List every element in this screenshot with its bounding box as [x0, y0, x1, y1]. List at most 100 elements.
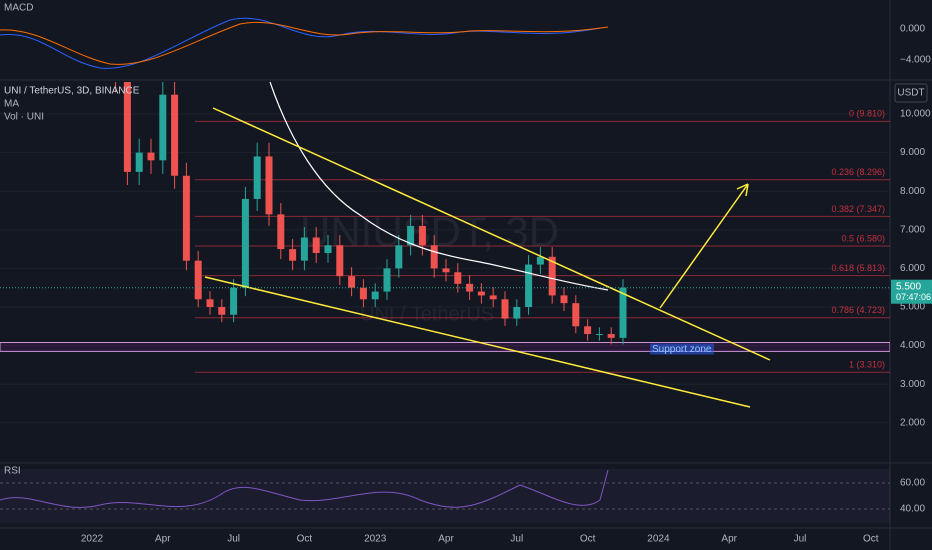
- candle: [253, 156, 261, 199]
- candle: [289, 249, 297, 261]
- candle: [395, 245, 403, 269]
- x-tick-label: Oct: [580, 534, 596, 545]
- currency[interactable]: USDT: [897, 88, 924, 99]
- candle: [430, 245, 438, 269]
- candle: [277, 214, 285, 250]
- candle: [147, 152, 155, 161]
- x-tick-label: Jul: [510, 534, 523, 545]
- candle: [171, 94, 179, 176]
- y-tick-label: 3.000: [900, 379, 925, 390]
- rsi-band: [0, 469, 890, 523]
- x-tick-label: Apr: [438, 534, 454, 545]
- candle: [241, 198, 249, 288]
- signal-line: [0, 21, 609, 65]
- candle: [525, 264, 533, 307]
- price-plot: [0, 82, 890, 424]
- candle: [206, 299, 214, 307]
- x-tick-label: Apr: [155, 534, 171, 545]
- candle: [560, 295, 568, 304]
- ma-line: [269, 81, 609, 291]
- macd-tick-label: 0.000: [900, 24, 925, 35]
- trend-line-lower: [204, 276, 751, 408]
- candle: [595, 334, 603, 336]
- candle: [501, 299, 509, 319]
- candle: [407, 225, 415, 246]
- candle: [584, 326, 592, 335]
- fib-label: 0.786 (4.723): [831, 305, 885, 315]
- y-tick-label: 6.000: [900, 263, 925, 274]
- countdown: 07:47:06: [896, 292, 931, 302]
- y-tick-label: 2.000: [900, 417, 925, 428]
- y-tick-label: 5.000: [900, 302, 925, 313]
- trend-line-upper: [212, 107, 771, 361]
- fib-label: 1 (3.310): [849, 360, 885, 370]
- y-tick-label: 7.000: [900, 224, 925, 235]
- support-label-bg: [650, 343, 714, 355]
- candle: [359, 287, 367, 300]
- fib-label: 0 (9.810): [849, 109, 885, 119]
- candle: [218, 307, 226, 315]
- candle: [371, 291, 379, 300]
- candle: [159, 94, 167, 161]
- candle: [300, 237, 308, 261]
- candle: [123, 82, 131, 172]
- rsi-line: [0, 469, 609, 508]
- x-tick-label: Jul: [227, 534, 240, 545]
- fib-label: 0.5 (6.580): [841, 233, 885, 243]
- candle: [230, 287, 238, 315]
- support-label: Support zone: [652, 344, 712, 355]
- candle: [548, 256, 556, 296]
- projection-arrow: [659, 183, 749, 309]
- symbol-title: UNI / TetherUS, 3D, BINANCE: [4, 86, 140, 97]
- candle: [619, 287, 627, 338]
- candle: [418, 225, 426, 246]
- candle: [348, 276, 356, 288]
- candle: [466, 283, 474, 292]
- fib-label: 0.618 (5.813): [831, 263, 885, 273]
- candle: [135, 152, 143, 172]
- candle: [513, 307, 521, 319]
- candle: [265, 156, 273, 215]
- candle: [194, 260, 202, 300]
- macd-label: MACD: [4, 3, 33, 14]
- candle: [383, 268, 391, 292]
- fib-label: 0.236 (8.296): [831, 167, 885, 177]
- candle: [477, 291, 485, 296]
- volume-label: Vol · UNI: [4, 112, 44, 123]
- candle: [489, 295, 497, 300]
- rsi-label: RSI: [4, 466, 21, 477]
- macd-tick-label: −4.000: [900, 55, 931, 66]
- candle: [454, 272, 462, 284]
- candle: [312, 237, 320, 253]
- ma-label: MA: [4, 99, 19, 110]
- x-tick-label: 2022: [81, 534, 104, 545]
- currency-box[interactable]: [894, 83, 928, 103]
- last-price: 5.500: [896, 281, 921, 292]
- y-tick-label: 4.000: [900, 340, 925, 351]
- candle: [324, 245, 332, 253]
- last-price-box: [891, 279, 932, 304]
- y-tick-label: 8.000: [900, 186, 925, 197]
- x-tick-label: 2023: [364, 534, 387, 545]
- candle: [572, 303, 580, 327]
- candle: [336, 245, 344, 277]
- x-tick-label: Oct: [863, 534, 879, 545]
- x-tick-label: 2024: [647, 534, 670, 545]
- arrow-head: [736, 183, 749, 197]
- candle: [182, 175, 190, 261]
- y-tick-label: 10.000: [900, 109, 931, 120]
- x-tick-label: Oct: [297, 534, 313, 545]
- y-tick-label: 9.000: [900, 147, 925, 158]
- watermark-sub: UNI / TetherUS: [360, 303, 494, 325]
- rsi-tick-label: 60.00: [900, 478, 925, 489]
- candle: [607, 334, 615, 338]
- x-tick-label: Jul: [794, 534, 807, 545]
- fib-label: 0.382 (7.347): [831, 204, 885, 214]
- support-zone: [0, 342, 890, 352]
- candle: [442, 268, 450, 273]
- x-tick-label: Apr: [721, 534, 737, 545]
- rsi-tick-label: 40.00: [900, 504, 925, 515]
- candle: [536, 256, 544, 265]
